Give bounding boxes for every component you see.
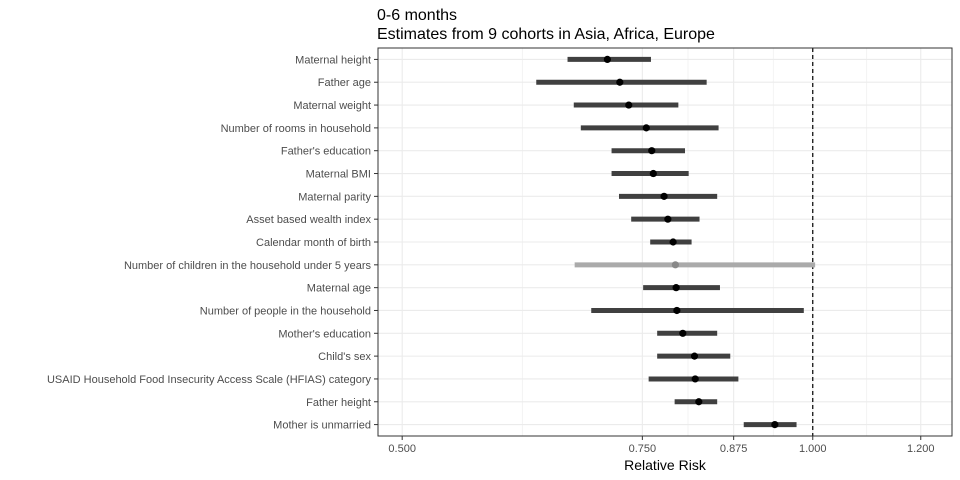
point-estimate bbox=[679, 329, 687, 337]
point-estimate bbox=[669, 238, 677, 246]
point-estimate bbox=[673, 306, 681, 315]
point-estimate bbox=[690, 352, 699, 360]
y-tick-label: Father's education bbox=[281, 146, 371, 158]
point-estimate bbox=[603, 55, 611, 64]
x-axis-label: Relative Risk bbox=[624, 457, 707, 473]
x-tick-label: 1.000 bbox=[799, 443, 827, 455]
y-tick-label: Mother is unmarried bbox=[273, 420, 371, 432]
panel-border bbox=[377, 47, 953, 437]
point-estimate bbox=[660, 192, 668, 200]
y-axis-labels: Maternal height Father age Maternal weight… bbox=[47, 54, 378, 432]
point-estimate bbox=[671, 261, 679, 269]
point-estimate bbox=[616, 78, 624, 86]
y-tick-label: Number of rooms in household bbox=[221, 123, 371, 135]
x-axis-ticks: 0.500 0.750 0.875 1.000 1.200 bbox=[388, 436, 935, 455]
point-estimate bbox=[649, 169, 657, 178]
y-tick-label: Mother's education bbox=[278, 328, 371, 340]
chart-subtitle: Estimates from 9 cohorts in Asia, Africa… bbox=[377, 26, 715, 43]
y-tick-label: Father age bbox=[318, 77, 371, 89]
y-tick-label: USAID Household Food Insecurity Access S… bbox=[47, 374, 372, 386]
y-tick-label: Number of people in the household bbox=[200, 305, 371, 317]
point-estimate bbox=[695, 398, 703, 406]
point-estimate bbox=[771, 420, 779, 429]
point-estimate bbox=[672, 284, 680, 292]
point-estimate bbox=[664, 215, 672, 223]
chart-title: 0-6 months bbox=[377, 7, 457, 24]
y-tick-label: Number of children in the household unde… bbox=[124, 260, 372, 272]
y-tick-label: Father height bbox=[306, 397, 371, 409]
y-tick-label: Maternal age bbox=[307, 283, 371, 295]
y-tick-label: Child's sex bbox=[318, 351, 371, 363]
x-tick-label: 0.875 bbox=[720, 443, 748, 455]
y-tick-label: Maternal parity bbox=[298, 191, 371, 203]
y-tick-label: Maternal BMI bbox=[306, 169, 371, 181]
x-tick-label: 1.200 bbox=[907, 443, 935, 455]
y-tick-label: Calendar month of birth bbox=[256, 237, 371, 249]
point-estimate bbox=[648, 147, 656, 155]
point-estimate bbox=[691, 375, 699, 383]
x-tick-label: 0.750 bbox=[629, 443, 657, 455]
point-estimate bbox=[625, 101, 633, 109]
x-tick-label: 0.500 bbox=[388, 443, 416, 455]
point-estimate bbox=[642, 124, 650, 132]
y-tick-label: Asset based wealth index bbox=[246, 214, 371, 226]
point-estimates bbox=[603, 55, 779, 429]
y-tick-label: Maternal height bbox=[295, 54, 371, 66]
y-tick-label: Maternal weight bbox=[293, 100, 371, 112]
